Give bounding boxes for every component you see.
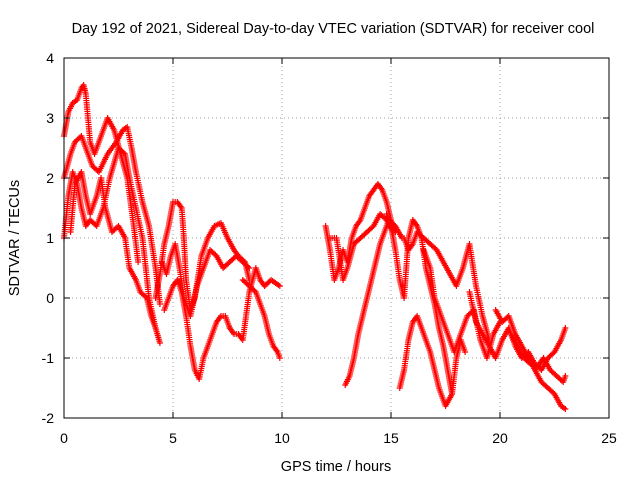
- x-tick-label: 0: [60, 430, 68, 446]
- x-tick-label: 10: [274, 430, 290, 446]
- y-tick-label: 3: [46, 110, 54, 126]
- data-point: [251, 287, 258, 294]
- data-point: [246, 265, 253, 271]
- series-trace-6: [159, 241, 253, 319]
- data-point: [276, 283, 283, 289]
- y-tick-label: 0: [46, 290, 54, 306]
- chart-title: Day 192 of 2021, Sidereal Day-to-day VTE…: [72, 21, 595, 37]
- data-point: [562, 406, 569, 412]
- series-trace-4: [67, 169, 159, 331]
- data-point: [142, 293, 149, 300]
- y-tick-label: 1: [46, 230, 54, 246]
- y-tick-label: -1: [42, 350, 55, 366]
- data-point: [156, 301, 163, 307]
- y-tick-label: 2: [46, 170, 54, 186]
- series-trace-13: [383, 211, 456, 397]
- y-tick-label: 4: [46, 50, 54, 66]
- data-point: [462, 349, 469, 355]
- data-point: [244, 263, 251, 270]
- series-trace-12: [342, 217, 405, 388]
- series-trace-15: [401, 229, 493, 343]
- series-trace-2: [61, 124, 163, 307]
- x-tick-label: 15: [383, 430, 399, 446]
- series-trace-9: [239, 277, 283, 361]
- data-point: [152, 325, 159, 331]
- data-point: [562, 325, 569, 331]
- x-tick-label: 5: [169, 430, 177, 446]
- series-trace-14: [396, 313, 469, 409]
- series-trace-18: [492, 307, 569, 412]
- data-point: [156, 340, 163, 346]
- data-points: [61, 82, 569, 412]
- series-trace-10: [322, 181, 399, 283]
- x-tick-label: 20: [492, 430, 508, 446]
- x-axis-label: GPS time / hours: [281, 459, 391, 475]
- x-tick-label: 25: [601, 430, 617, 446]
- data-point: [562, 373, 569, 379]
- series-trace-16: [420, 247, 503, 361]
- data-point: [120, 149, 127, 156]
- series-trace-3: [61, 145, 163, 346]
- data-point: [135, 259, 142, 265]
- y-axis-label: SDTVAR / TECUs: [7, 180, 23, 296]
- data-point: [276, 355, 283, 361]
- series-trace-19: [507, 331, 569, 385]
- series-trace-11: [326, 211, 397, 283]
- axis-ticks: 0 5 10 15 20 25 -2 -1 0 1 2 3 4: [42, 50, 617, 446]
- y-tick-label: -2: [42, 410, 55, 426]
- series-trace-7: [161, 277, 233, 382]
- series-trace-8: [226, 265, 283, 343]
